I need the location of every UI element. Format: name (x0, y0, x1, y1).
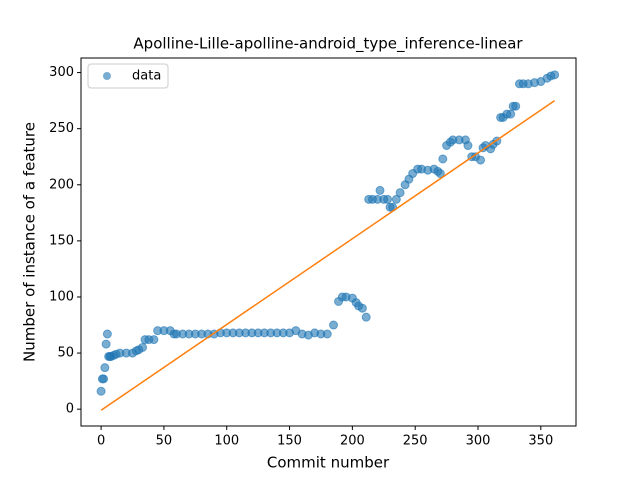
data-point (463, 141, 473, 151)
data-point (550, 70, 560, 80)
chart-title: Apolline-Lille-apolline-android_type_inf… (133, 35, 523, 54)
data-point (149, 335, 159, 345)
plot-frame (80, 57, 577, 427)
x-tick-label: 100 (214, 434, 239, 449)
data-point (100, 363, 110, 373)
x-tick-label: 150 (277, 434, 302, 449)
x-tick-label: 350 (528, 434, 553, 449)
y-axis-label: Number of instance of a feature (21, 122, 39, 362)
y-tick-label: 50 (57, 346, 74, 361)
y-tick-label: 200 (49, 177, 74, 192)
data-point (329, 320, 339, 330)
legend-label: data (132, 69, 161, 84)
x-axis-label: Commit number (267, 454, 390, 472)
data-point (506, 109, 516, 119)
legend-marker (103, 72, 111, 80)
data-point (375, 185, 385, 195)
data-point (391, 194, 401, 204)
x-tick-label: 250 (403, 434, 428, 449)
x-tick-label: 200 (340, 434, 365, 449)
y-tick-label: 150 (49, 233, 74, 248)
x-tick-label: 50 (156, 434, 173, 449)
data-point (438, 154, 448, 164)
data-point (383, 194, 393, 204)
data-point (99, 374, 109, 384)
x-tick-label: 0 (97, 434, 105, 449)
y-tick-label: 0 (66, 402, 74, 417)
data-point (361, 312, 371, 322)
data-point (511, 101, 521, 111)
data-point (357, 303, 367, 313)
data-point (322, 329, 332, 339)
data-point (102, 329, 112, 339)
x-tick-label: 300 (466, 434, 491, 449)
legend-box (87, 63, 169, 89)
data-point (476, 155, 486, 165)
y-tick-label: 250 (49, 121, 74, 136)
data-point (395, 188, 405, 198)
data-point (138, 342, 148, 352)
data-point (435, 169, 445, 179)
data-point (96, 386, 106, 396)
y-tick-label: 300 (49, 65, 74, 80)
data-point (101, 339, 111, 349)
y-tick-label: 100 (49, 289, 74, 304)
fit-line (100, 100, 556, 411)
